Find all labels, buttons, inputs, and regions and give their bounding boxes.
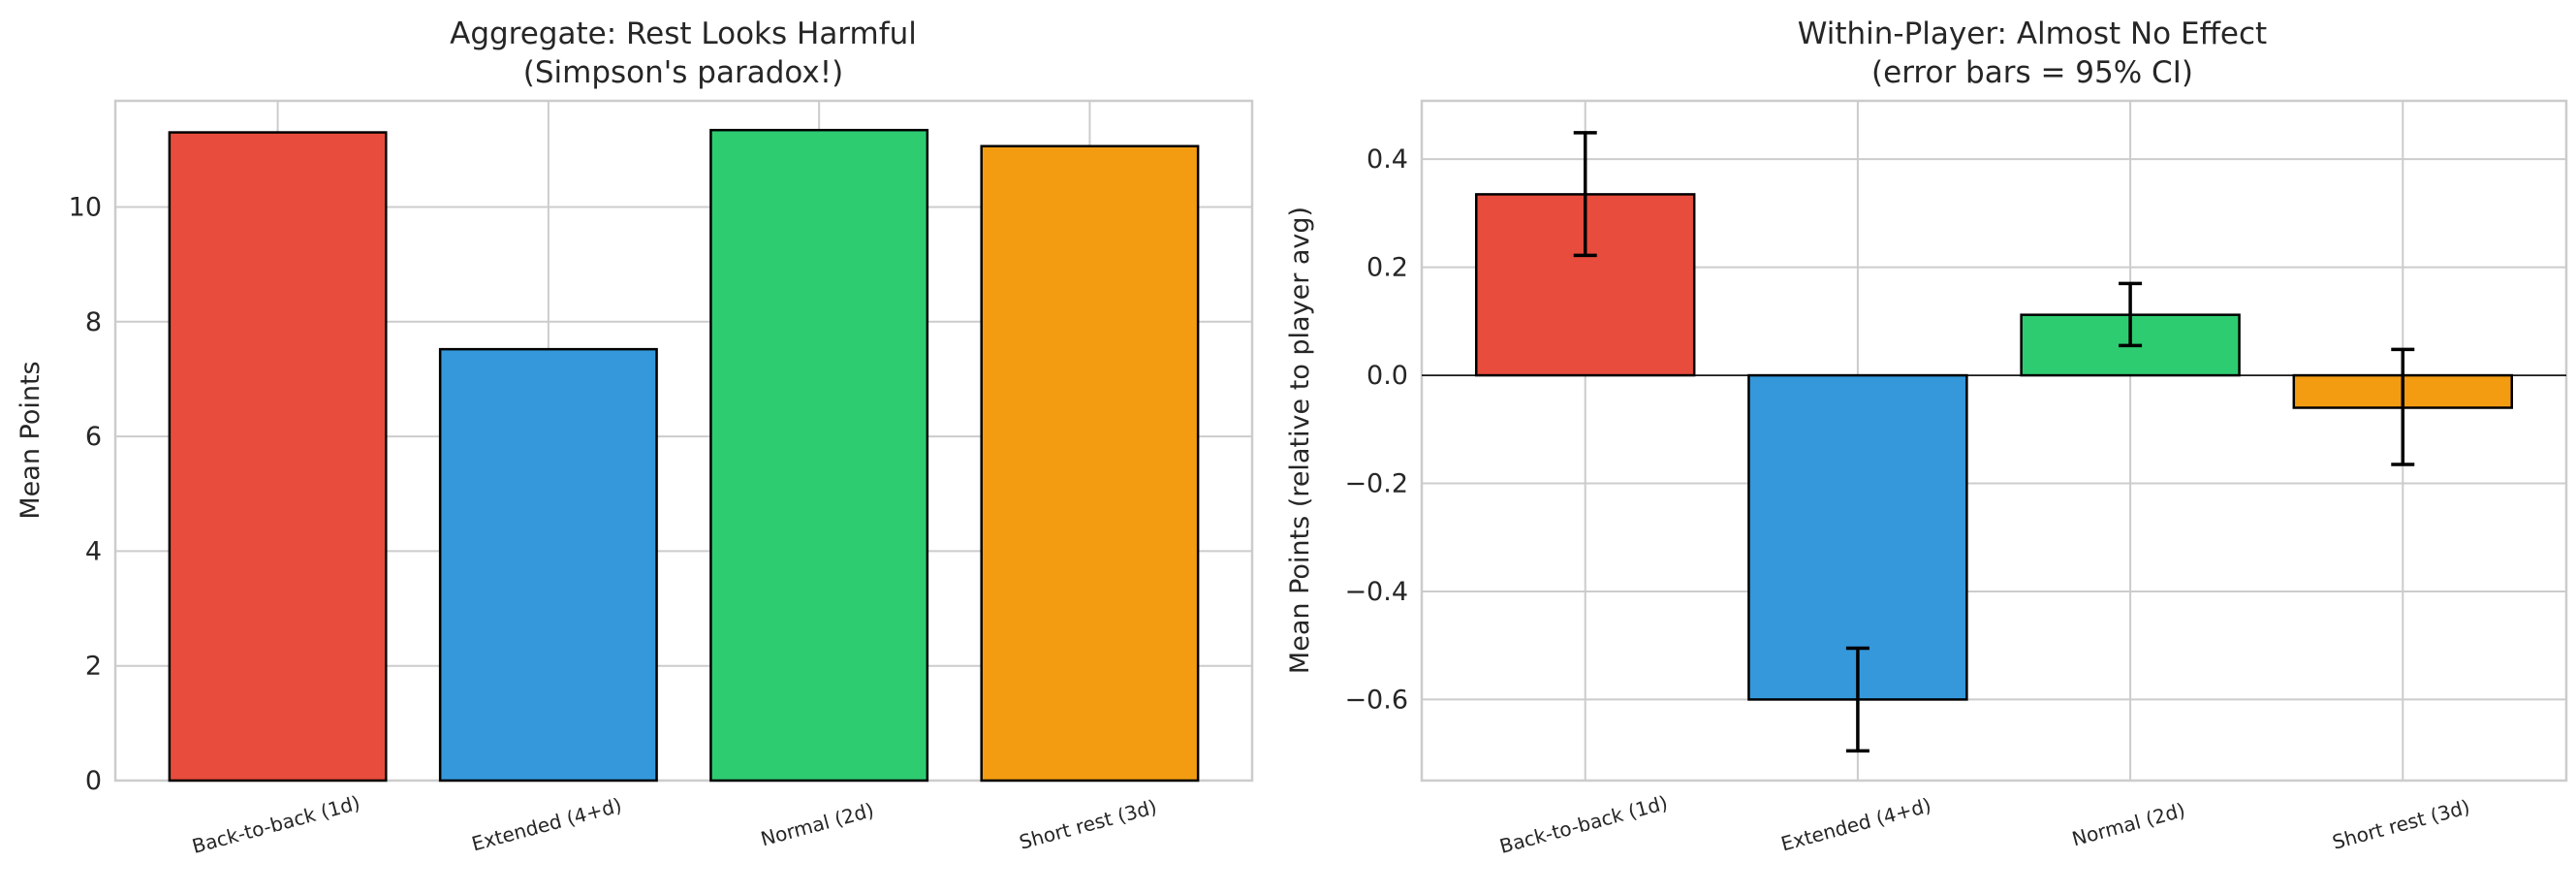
y-tick-label: −0.4 <box>1344 577 1408 607</box>
within-player-chart: Within-Player: Almost No Effect (error b… <box>1285 16 2568 858</box>
bar <box>438 347 658 782</box>
y-tick-label: 10 <box>69 192 102 222</box>
chart-title: Within-Player: Almost No Effect <box>1798 16 2267 51</box>
x-tick-label: Short rest (3d) <box>2330 795 2472 854</box>
y-tick-label: 6 <box>85 422 102 452</box>
chart-subtitle: (error bars = 95% CI) <box>1871 55 2193 90</box>
y-tick-label: 0.0 <box>1367 361 1408 391</box>
bar <box>709 128 929 782</box>
y-axis-label: Mean Points <box>16 361 46 519</box>
y-axis-label: Mean Points (relative to player avg) <box>1285 207 1315 674</box>
y-tick-label: 0.2 <box>1367 253 1408 283</box>
x-tick-label: Back-to-back (1d) <box>190 791 362 858</box>
y-tick-label: 8 <box>85 307 102 337</box>
y-tick-label: 4 <box>85 536 102 566</box>
y-tick-label: −0.6 <box>1344 685 1408 715</box>
bar <box>1747 373 1968 701</box>
x-tick-label: Extended (4+d) <box>469 793 624 855</box>
bar <box>980 144 1200 782</box>
x-tick-label: Back-to-back (1d) <box>1497 791 1670 858</box>
axes-frame <box>113 99 1254 782</box>
bar <box>168 131 388 782</box>
chart-title: Aggregate: Rest Looks Harmful <box>450 16 917 51</box>
y-tick-label: 0 <box>85 766 102 796</box>
x-tick-label: Extended (4+d) <box>1778 793 1933 855</box>
axes-frame <box>1420 99 2568 782</box>
error-bar <box>1845 646 1869 753</box>
y-tick-label: 0.4 <box>1367 144 1408 175</box>
x-tick-label: Normal (2d) <box>758 798 876 850</box>
error-bar <box>2391 347 2415 466</box>
x-tick-label: Normal (2d) <box>2069 798 2187 850</box>
y-tick-label: −0.2 <box>1344 469 1408 499</box>
y-tick-label: 2 <box>85 652 102 682</box>
error-bar <box>2119 281 2143 348</box>
aggregate-chart: Aggregate: Rest Looks Harmful (Simpson's… <box>16 16 1254 858</box>
error-bar <box>1573 131 1597 258</box>
x-tick-label: Short rest (3d) <box>1017 795 1159 854</box>
chart-subtitle: (Simpson's paradox!) <box>523 55 844 90</box>
